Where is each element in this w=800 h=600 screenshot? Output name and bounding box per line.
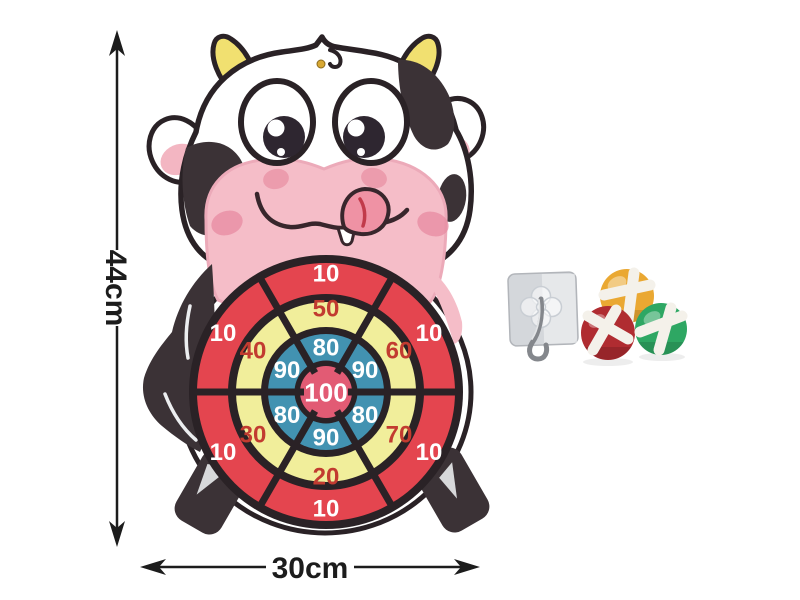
board-number: 60 — [386, 338, 413, 365]
velcro-strap — [653, 302, 677, 356]
board-number: 20 — [313, 464, 340, 491]
cow-nostril-left — [263, 168, 289, 190]
adhesive-hook — [507, 271, 579, 362]
dartboard: 10 10 10 10 10 10 50 60 70 20 30 40 80 9… — [189, 255, 463, 529]
height-dimension: 44cm — [99, 30, 132, 547]
board-sector-lines — [192, 274, 460, 510]
eye-highlight — [347, 119, 365, 137]
height-label: 44cm — [99, 250, 132, 327]
cow-right-eye — [332, 78, 410, 166]
board-number: 10 — [313, 496, 340, 523]
board-number: 40 — [240, 338, 267, 365]
arrow-up-icon — [109, 30, 125, 56]
board-number: 10 — [210, 439, 237, 466]
board-number: 80 — [274, 402, 301, 429]
board-number: 90 — [352, 357, 379, 384]
cow-blush-left — [211, 210, 243, 236]
width-label: 30cm — [272, 552, 349, 585]
velcro-strap — [598, 279, 656, 301]
sticky-balls — [581, 267, 688, 366]
sticky-ball-yellow — [598, 267, 656, 326]
board-number: 70 — [386, 422, 413, 449]
board-number: 50 — [313, 296, 340, 323]
sticky-ball-red — [581, 304, 635, 360]
board-number: 90 — [313, 425, 340, 452]
board-bullseye-number: 100 — [304, 377, 347, 407]
cow-nostril-right — [361, 167, 387, 189]
cow-forelock-curl — [328, 48, 343, 69]
board-inner-numbers: 80 90 80 90 80 90 — [274, 335, 379, 452]
ball-shadow — [583, 358, 633, 366]
hook-metal — [527, 296, 550, 362]
board-number: 10 — [210, 320, 237, 347]
velcro-strap — [622, 267, 640, 326]
cow-mouth-left — [254, 191, 344, 231]
eye-highlight — [267, 119, 285, 137]
velcro-strap — [634, 310, 688, 338]
arrow-down-icon — [109, 521, 125, 547]
board-number: 10 — [416, 439, 443, 466]
board-number: 30 — [240, 422, 267, 449]
width-dimension: 30cm — [140, 552, 480, 585]
board-number: 10 — [416, 320, 443, 347]
sticky-ball-green — [634, 302, 688, 356]
cow-muzzle-right-sliver — [424, 266, 463, 344]
board-bullseye — [300, 366, 352, 418]
board-number: 90 — [274, 357, 301, 384]
arrow-left-icon — [140, 559, 166, 575]
cow-left-eye — [238, 78, 316, 166]
board-middle-numbers: 50 60 70 20 30 40 — [240, 296, 413, 491]
cow-blush-right — [417, 211, 449, 237]
board-number: 10 — [313, 261, 340, 288]
board-number: 80 — [313, 335, 340, 362]
velcro-strap — [582, 310, 634, 345]
board-outer-numbers: 10 10 10 10 10 10 — [210, 261, 443, 523]
hook-metal-highlight — [531, 299, 541, 340]
cow-tongue-crease — [358, 197, 367, 228]
hang-hole-grommet — [316, 59, 326, 69]
ball-shadow — [639, 353, 685, 361]
cow-patch-top-right — [398, 59, 455, 150]
arrow-right-icon — [454, 559, 480, 575]
hoof-highlight — [439, 462, 457, 499]
tail-highlight-lower — [163, 392, 198, 442]
board-number: 80 — [352, 402, 379, 429]
eye-highlight-small — [277, 148, 285, 156]
eye-highlight-small — [357, 148, 365, 156]
tail-highlight-upper — [184, 304, 192, 360]
